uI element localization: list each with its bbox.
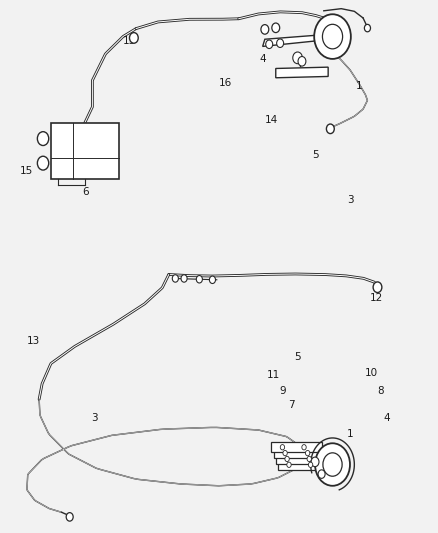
- Circle shape: [318, 470, 325, 478]
- Circle shape: [37, 156, 49, 170]
- Text: 1: 1: [355, 81, 362, 91]
- Text: 7: 7: [288, 400, 294, 410]
- FancyBboxPatch shape: [278, 460, 328, 470]
- Text: 9: 9: [279, 386, 286, 397]
- Circle shape: [261, 25, 269, 34]
- Circle shape: [196, 276, 202, 283]
- Circle shape: [266, 40, 273, 49]
- Circle shape: [323, 453, 342, 476]
- Circle shape: [37, 132, 49, 146]
- Circle shape: [298, 56, 306, 66]
- FancyBboxPatch shape: [276, 454, 327, 464]
- Circle shape: [66, 513, 73, 521]
- Polygon shape: [263, 35, 316, 46]
- FancyBboxPatch shape: [51, 123, 119, 179]
- Circle shape: [280, 445, 285, 450]
- Text: 16: 16: [219, 78, 232, 88]
- Circle shape: [287, 462, 291, 467]
- Circle shape: [315, 443, 350, 486]
- Text: 8: 8: [377, 386, 384, 397]
- FancyBboxPatch shape: [274, 448, 326, 458]
- Text: 4: 4: [384, 413, 390, 423]
- Text: 15: 15: [20, 166, 34, 176]
- Circle shape: [181, 274, 187, 282]
- Circle shape: [272, 23, 280, 33]
- FancyBboxPatch shape: [272, 442, 321, 452]
- Text: 5: 5: [294, 352, 301, 362]
- Polygon shape: [276, 67, 328, 78]
- Text: 12: 12: [370, 293, 383, 303]
- Circle shape: [314, 14, 351, 59]
- Circle shape: [277, 39, 284, 47]
- Circle shape: [364, 25, 371, 32]
- Text: 6: 6: [82, 187, 89, 197]
- Circle shape: [172, 274, 178, 282]
- Circle shape: [311, 457, 319, 467]
- Circle shape: [326, 124, 334, 134]
- Text: 1: 1: [346, 429, 353, 439]
- Circle shape: [285, 456, 289, 462]
- Text: 4: 4: [259, 54, 266, 64]
- Text: 14: 14: [265, 115, 278, 125]
- Circle shape: [373, 282, 382, 293]
- Circle shape: [307, 456, 311, 462]
- Circle shape: [305, 450, 310, 456]
- Circle shape: [308, 462, 313, 467]
- Text: 13: 13: [123, 36, 136, 45]
- Text: 3: 3: [91, 413, 98, 423]
- Text: 3: 3: [346, 195, 353, 205]
- Text: 13: 13: [27, 336, 40, 346]
- Circle shape: [293, 52, 302, 63]
- Circle shape: [302, 445, 306, 450]
- Circle shape: [283, 450, 287, 456]
- Text: 11: 11: [267, 370, 280, 381]
- Circle shape: [322, 25, 343, 49]
- Circle shape: [130, 33, 138, 43]
- Text: 5: 5: [312, 150, 318, 160]
- Text: 10: 10: [365, 368, 378, 378]
- Circle shape: [209, 276, 215, 284]
